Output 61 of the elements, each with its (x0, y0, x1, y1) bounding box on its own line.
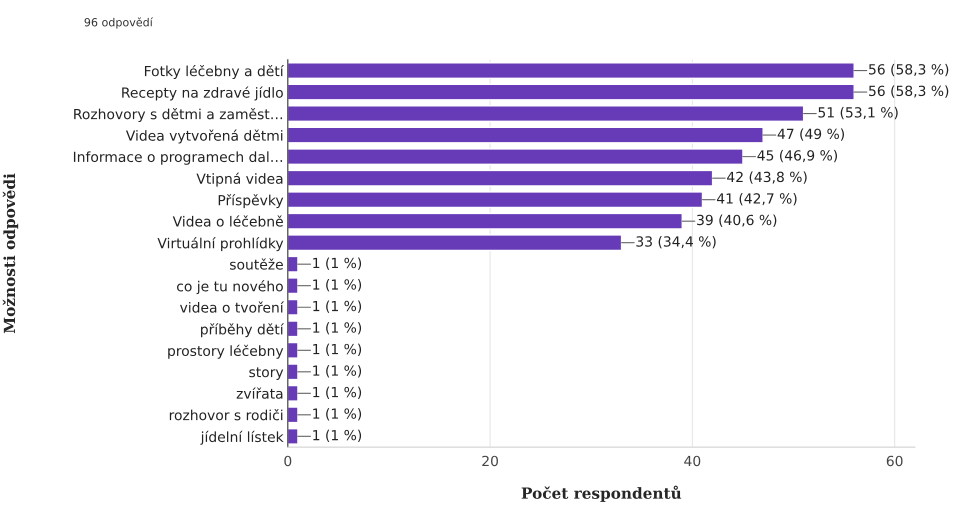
y-axis-title: Možnosti odpovědi (2, 173, 18, 334)
bar (288, 363, 299, 380)
data-label: 1 (1 %) (313, 365, 362, 378)
bar (288, 212, 683, 230)
bar (288, 384, 299, 402)
bar (288, 62, 855, 79)
data-label: 41 (42,7 %) (716, 192, 797, 206)
bar (288, 320, 299, 338)
bar (288, 126, 764, 144)
x-tick-label: 40 (684, 456, 700, 466)
bar (288, 84, 855, 101)
x-tick-label: 0 (284, 456, 292, 466)
bar (288, 428, 299, 445)
bar (288, 191, 704, 208)
y-tick-label: story (249, 367, 284, 380)
data-label: 56 (58,3 %) (869, 64, 948, 76)
data-label: 33 (34,4 %) (636, 236, 716, 248)
y-tick-label: soutěže (230, 258, 283, 270)
y-tick-label: Videa o léčebně (172, 215, 283, 227)
data-label: 1 (1 %) (313, 408, 362, 421)
y-tick-label: rozhovor s rodiči (170, 409, 282, 420)
data-label: 1 (1 %) (313, 322, 362, 334)
y-tick-label: Videa vytvořená dětmi (126, 130, 282, 144)
y-tick-label: Informace o programech dal… (74, 151, 282, 165)
y-tick-label: zvířata (236, 387, 282, 399)
y-tick-label: Rozhovory s dětmi a zaměst… (74, 108, 282, 122)
data-label: 56 (58,3 %) (869, 85, 948, 98)
data-label: 1 (1 %) (313, 258, 362, 270)
x-tick-label: 20 (482, 456, 498, 466)
bar (288, 298, 299, 316)
text: 96 odpovědí (84, 17, 154, 29)
bar (288, 277, 299, 294)
data-label: 1 (1 %) (313, 344, 362, 356)
y-tick-label: Recepty na zdravé jídlo (122, 86, 283, 101)
bar (288, 256, 299, 273)
data-label: 1 (1 %) (313, 279, 362, 292)
bar (288, 234, 622, 252)
data-label: 39 (40,6 %) (697, 214, 776, 227)
bar (288, 105, 804, 122)
data-label: 1 (1 %) (313, 386, 362, 399)
data-label: 42 (43,8 %) (727, 171, 807, 184)
bar (288, 406, 299, 424)
data-label: 51 (53,1 %) (818, 106, 898, 120)
data-label: 1 (1 %) (313, 300, 362, 313)
x-axis-title: Počet respondentů (522, 486, 682, 502)
data-label: 1 (1 %) (313, 430, 362, 442)
x-tick-label: 60 (886, 456, 903, 466)
bar (288, 342, 299, 359)
y-tick-label: jídelní lístek (200, 430, 284, 445)
data-label: 47 (49 %) (778, 128, 844, 141)
y-tick-label: Virtuální prohlídky (157, 237, 284, 252)
data-label: 45 (46,9 %) (757, 150, 838, 162)
y-tick-label: videa o tvoření (180, 301, 284, 313)
y-tick-label: prostory léčebny (168, 344, 284, 359)
bar (288, 148, 744, 166)
bar (288, 170, 714, 187)
y-tick-label: Fotky léčebny a dětí (144, 64, 284, 79)
y-tick-label: co je tu nového (177, 280, 283, 294)
y-tick-label: Vtipná videa (196, 172, 282, 187)
y-tick-label: příběhy dětí (201, 323, 284, 338)
y-tick-label: Příspěvky (218, 194, 284, 208)
